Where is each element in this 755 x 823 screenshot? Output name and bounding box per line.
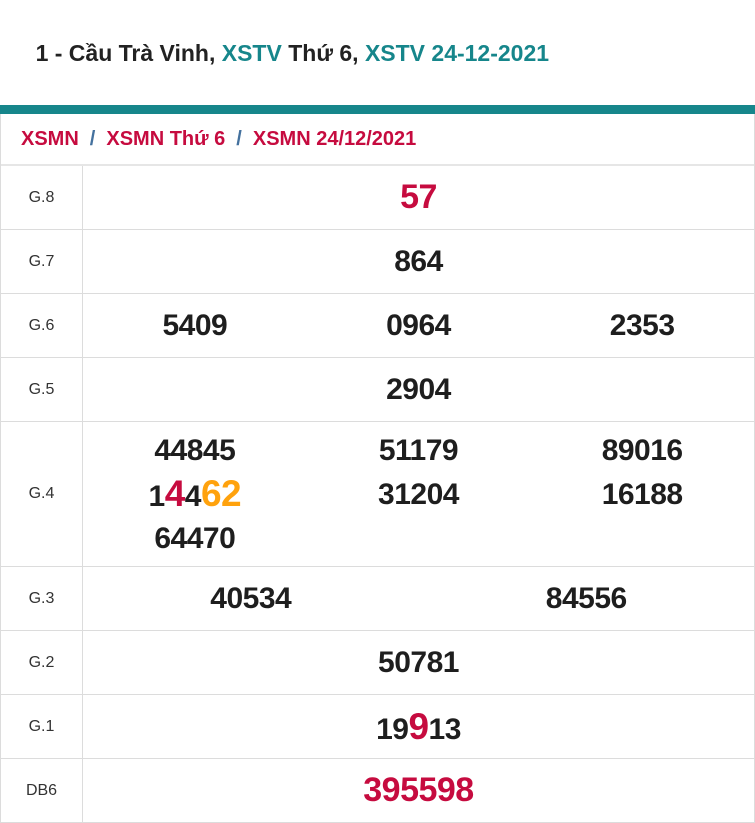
prize-row-g6: G.6 5409 0964 2353 — [1, 294, 754, 358]
prize-row-g1: G.1 19 9 13 — [1, 695, 754, 759]
prize-number: 31204 — [378, 477, 459, 511]
title-segment: Thứ 6, — [281, 40, 365, 66]
prize-number: 51179 — [378, 433, 459, 467]
prize-row-g8: G.8 57 — [1, 166, 754, 230]
digit-segment: 13 — [428, 712, 462, 746]
results-panel: XSMN / XSMN Thứ 6 / XSMN 24/12/2021 G.8 … — [0, 114, 755, 823]
prize-number: 50781 — [378, 646, 459, 679]
prize-label: G.2 — [1, 631, 83, 694]
prize-number: 40534 — [210, 582, 292, 615]
prize-row-g5: G.5 2904 — [1, 358, 754, 422]
accent-bar — [0, 105, 755, 114]
prize-row-db6: DB6 395598 — [1, 759, 754, 823]
digit-segment-red: 9 — [408, 705, 429, 747]
prize-number-highlighted: 1 4 4 62 — [149, 473, 242, 515]
title-segment-date: XSTV 24-12-2021 — [364, 40, 550, 66]
prize-label: G.4 — [1, 422, 83, 566]
prize-number-special: 395598 — [363, 770, 474, 809]
breadcrumb-link-xsmn[interactable]: XSMN — [21, 127, 79, 150]
title-segment: 1 - Cầu Trà Vinh, — [35, 40, 222, 66]
prize-label: G.8 — [1, 166, 83, 229]
prize-number: 57 — [400, 177, 437, 216]
breadcrumb-link-xsmn-weekday[interactable]: XSMN Thứ 6 — [106, 127, 226, 150]
results-table: G.8 57 G.7 864 G.6 5409 0964 2353 — [1, 166, 754, 823]
prize-label: G.5 — [1, 358, 83, 421]
prize-number: 89016 — [601, 433, 683, 467]
title-segment-code: XSTV — [221, 40, 282, 66]
prize-number: 2904 — [386, 373, 451, 406]
prize-row-g4: G.4 44845 51179 89016 1 4 4 62 31204 161… — [1, 422, 754, 567]
prize-number-highlighted: 19 9 13 — [376, 706, 461, 748]
prize-label: DB6 — [1, 759, 83, 822]
prize-row-g3: G.3 40534 84556 — [1, 567, 754, 631]
prize-number: 2353 — [609, 309, 675, 342]
prize-number: 64470 — [154, 521, 236, 555]
page-title: 1 - Cầu Trà Vinh, XSTV Thứ 6, XSTV 24-12… — [0, 0, 755, 105]
prize-number: 5409 — [162, 309, 228, 342]
prize-number: 84556 — [545, 582, 627, 615]
prize-number: 864 — [394, 245, 443, 278]
prize-row-g2: G.2 50781 — [1, 631, 754, 695]
digit-segment: 1 — [148, 480, 166, 513]
digit-segment-orange: 62 — [200, 473, 242, 514]
breadcrumb-separator: / — [236, 127, 242, 150]
digit-segment: 19 — [376, 712, 409, 746]
prize-label: G.6 — [1, 294, 83, 357]
digit-segment-red: 4 — [164, 473, 186, 514]
prize-label: G.7 — [1, 230, 83, 293]
prize-number: 44845 — [154, 433, 236, 467]
prize-number: 0964 — [386, 309, 451, 342]
breadcrumb-separator: / — [89, 127, 96, 150]
prize-row-g7: G.7 864 — [1, 230, 754, 294]
prize-label: G.1 — [1, 695, 83, 758]
digit-segment: 4 — [184, 480, 202, 513]
breadcrumb: XSMN / XSMN Thứ 6 / XSMN 24/12/2021 — [1, 114, 754, 166]
breadcrumb-link-xsmn-date[interactable]: XSMN 24/12/2021 — [252, 127, 417, 150]
prize-number: 16188 — [601, 477, 683, 511]
prize-label: G.3 — [1, 567, 83, 630]
